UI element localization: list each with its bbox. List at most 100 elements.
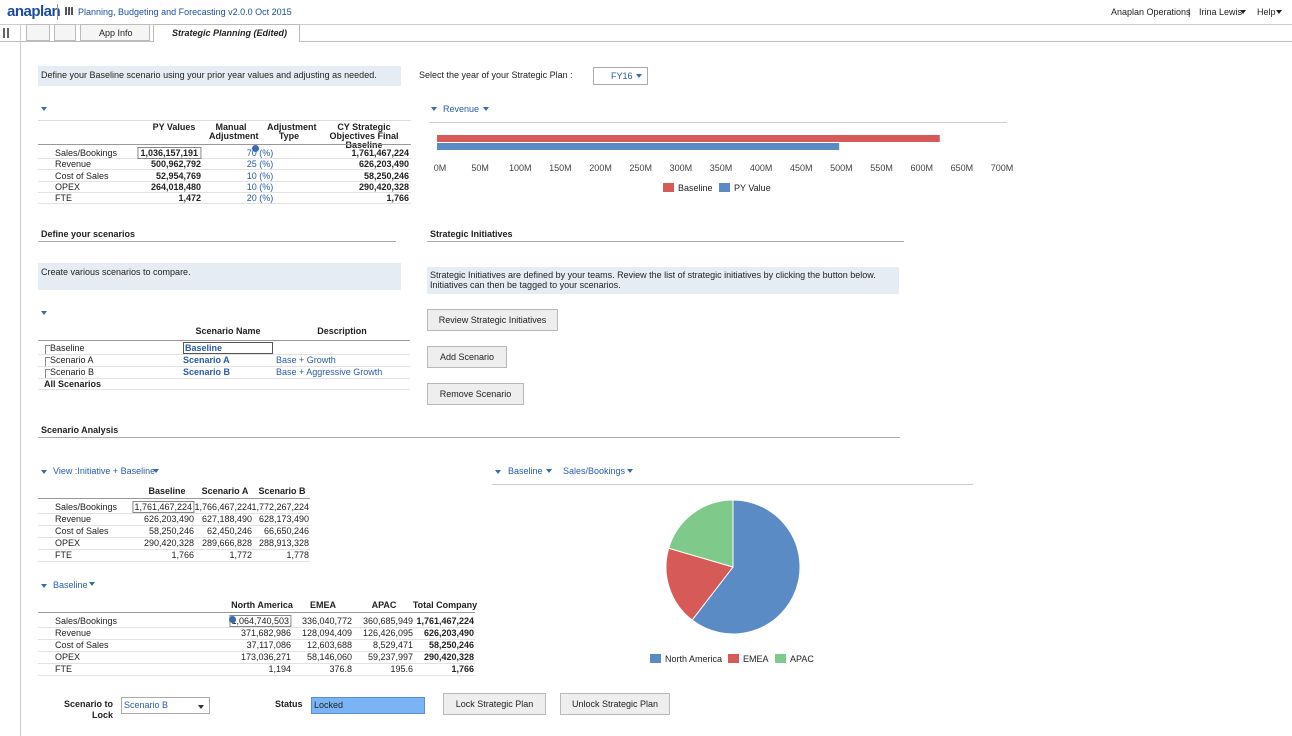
user-menu-arrow[interactable]: [1240, 10, 1246, 14]
row-label: Sales/Bookings: [55, 502, 118, 512]
divider: [38, 537, 310, 538]
button[interactable]: Unlock Strategic Plan: [560, 693, 670, 715]
scenario-name[interactable]: Scenario A: [183, 355, 230, 365]
scenario-select[interactable]: [121, 697, 210, 714]
button[interactable]: Review Strategic Initiatives: [427, 309, 558, 331]
adjustment[interactable]: 20 (%): [246, 193, 274, 204]
workspace: Anaplan Operations: [1111, 7, 1191, 17]
scenario-name[interactable]: Scenario B: [183, 367, 231, 377]
dropdown-arrow[interactable]: [546, 469, 552, 473]
legend-label: Baseline: [678, 183, 713, 193]
divider: [38, 675, 475, 676]
tab[interactable]: [80, 24, 150, 41]
column-header: APAC: [371, 600, 397, 610]
tree-line: [45, 357, 50, 366]
view-select[interactable]: View :Initiative + Baseline: [53, 466, 156, 476]
dropdown-arrow[interactable]: [636, 74, 642, 78]
dropdown-arrow[interactable]: [153, 469, 159, 473]
divider: [38, 525, 310, 526]
cell: 628,173,490: [258, 514, 309, 524]
dropdown-arrow[interactable]: [41, 107, 47, 111]
cell: 290,420,328: [423, 652, 474, 662]
apps-icon: [65, 7, 73, 15]
region-select[interactable]: Baseline: [53, 580, 88, 590]
instruction: Create various scenarios to compare.: [41, 267, 191, 277]
dropdown-arrow[interactable]: [627, 469, 633, 473]
year-value[interactable]: FY16: [611, 71, 633, 81]
column-header: Scenario Name: [195, 326, 261, 336]
scenario-select-value[interactable]: Scenario B: [124, 700, 169, 710]
pie-filter[interactable]: Sales/Bookings: [563, 466, 626, 476]
adjustment[interactable]: 70 (%): [246, 148, 274, 158]
chart-title[interactable]: Revenue: [443, 104, 480, 114]
cell: 627,188,490: [201, 514, 252, 524]
column-header: Scenario A: [201, 486, 249, 496]
help-menu-arrow[interactable]: [1276, 10, 1282, 14]
x-tick-label: 700M: [990, 163, 1014, 173]
scenario-name[interactable]: Baseline: [183, 342, 273, 354]
x-tick-label: 550M: [870, 163, 893, 173]
divider: [38, 120, 411, 121]
cell: 126,426,095: [362, 628, 413, 638]
cell: 1,194: [268, 664, 291, 674]
tree-line: [45, 345, 50, 354]
column-header: Adjustment Type: [267, 122, 317, 141]
cell: 173,036,271: [240, 652, 291, 662]
dropdown-arrow[interactable]: [41, 311, 47, 315]
user-menu[interactable]: Irina Lewis: [1199, 7, 1243, 17]
cell: 376.8: [329, 664, 352, 674]
status-label: Status: [275, 699, 303, 709]
adjustment[interactable]: 10 (%): [246, 170, 274, 181]
dropdown-arrow[interactable]: [495, 470, 501, 474]
x-tick-label: 250M: [629, 163, 652, 173]
dropdown-arrow[interactable]: [89, 582, 95, 586]
final-baseline: 58,250,246: [363, 170, 409, 181]
dropdown-arrow[interactable]: [41, 470, 47, 474]
tab-label[interactable]: Strategic Planning (Edited): [172, 28, 288, 38]
x-tick-label: 350M: [709, 163, 733, 173]
tab-label[interactable]: App Info: [99, 28, 133, 38]
select-arrow[interactable]: [198, 705, 204, 709]
final-baseline: 290,420,328: [358, 181, 409, 192]
row-label: Revenue: [55, 159, 92, 170]
scenario-label: Baseline: [50, 343, 85, 353]
scenario-description: Base + Aggressive Growth: [276, 367, 383, 377]
pie-label: 1,064,740,50: [750, 577, 800, 587]
info-box: [427, 267, 899, 294]
divider: [38, 663, 475, 664]
cell: 1,772: [229, 550, 252, 560]
divider: [38, 203, 411, 205]
section-title: Strategic Initiatives: [430, 229, 513, 239]
tab-button[interactable]: [26, 24, 50, 41]
dropdown-arrow[interactable]: [431, 107, 437, 111]
year-select[interactable]: [593, 67, 648, 85]
divider: [38, 169, 411, 171]
app-title: Planning, Budgeting and Forecasting v2.0…: [78, 7, 292, 17]
dropdown-arrow[interactable]: [41, 584, 47, 588]
sidebar-toggle[interactable]: [3, 28, 9, 38]
section-title: Scenario Analysis: [41, 425, 119, 435]
dropdown-arrow[interactable]: [483, 107, 489, 111]
tab-button[interactable]: [54, 24, 76, 41]
button[interactable]: Add Scenario: [427, 346, 507, 368]
adjustment[interactable]: 10 (%): [246, 181, 274, 192]
py-value: 264,018,480: [150, 181, 201, 192]
pie-filter[interactable]: Baseline: [508, 466, 543, 476]
pie-label: 336,040,772: [665, 577, 713, 587]
divider: [38, 340, 410, 341]
divider: [38, 639, 475, 640]
divider: [0, 24, 1292, 25]
button[interactable]: Remove Scenario: [427, 383, 524, 405]
row-label: FTE: [55, 664, 72, 674]
legend-label: APAC: [790, 654, 814, 664]
divider: [38, 627, 475, 628]
help-menu[interactable]: Help: [1257, 7, 1276, 17]
cell: 59,237,997: [367, 652, 413, 662]
tab[interactable]: [153, 24, 300, 42]
x-tick-label: 600M: [910, 163, 933, 173]
divider: [38, 241, 396, 242]
button[interactable]: Lock Strategic Plan: [443, 693, 546, 715]
adjustment[interactable]: 25 (%): [246, 159, 274, 170]
cell: 288,913,328: [258, 538, 309, 548]
bar: [437, 143, 840, 150]
